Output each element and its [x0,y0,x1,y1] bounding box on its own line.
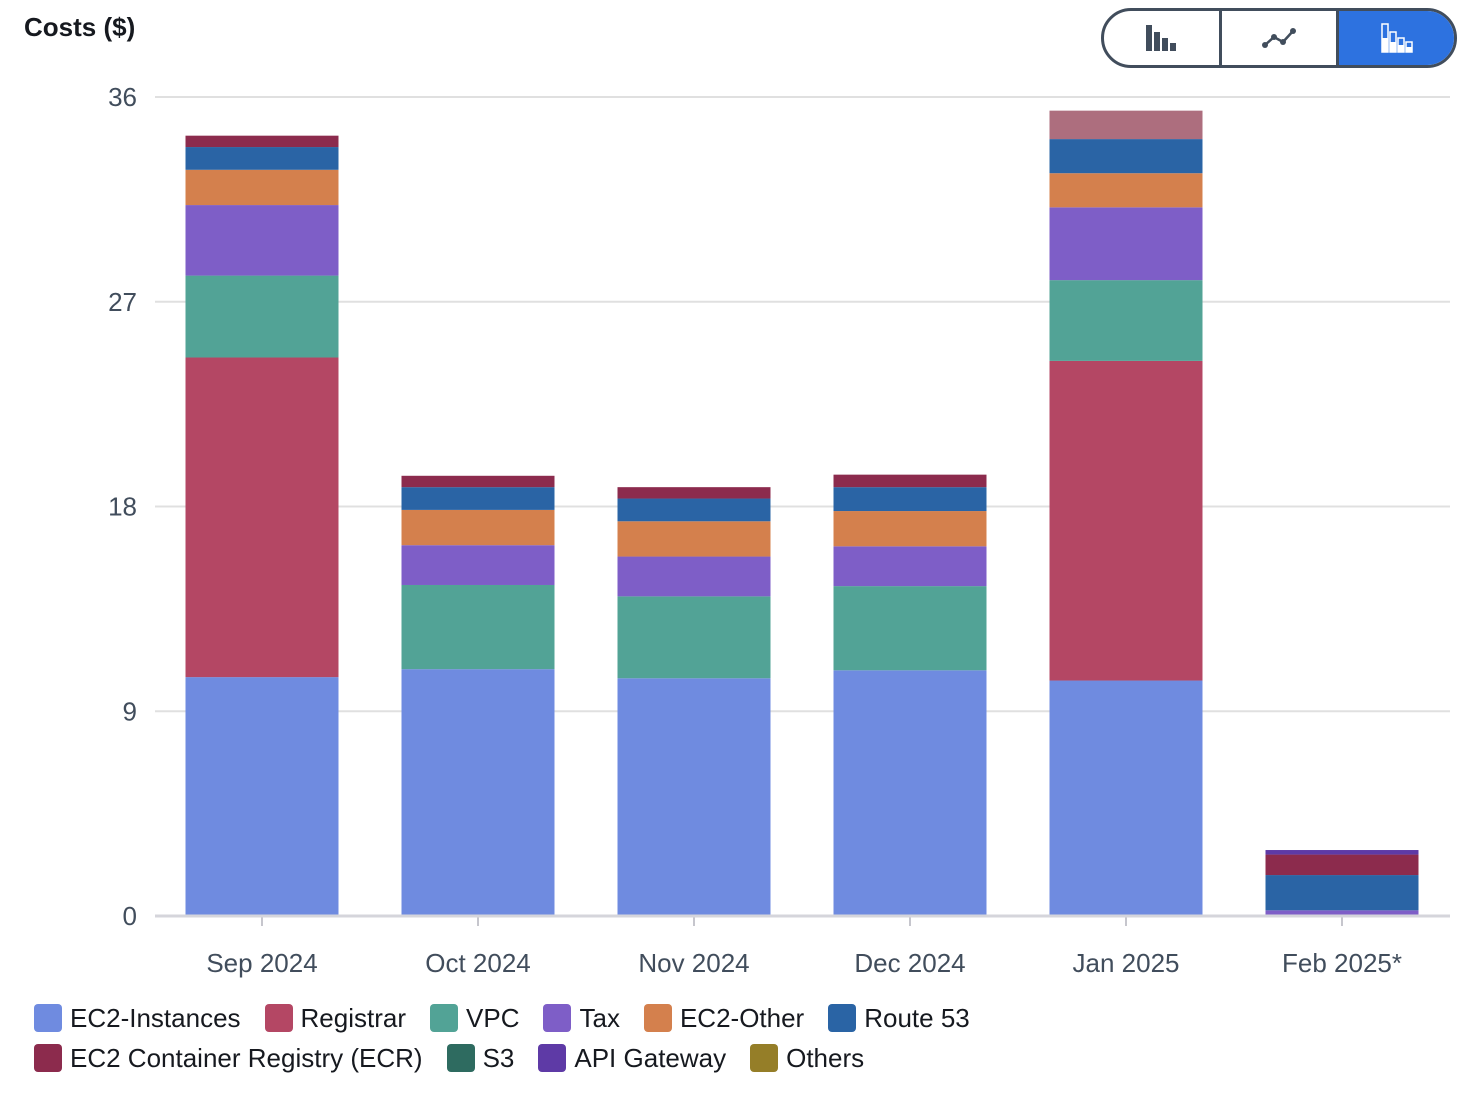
legend-swatch [446,1044,475,1072]
bar-segment [617,596,771,679]
legend-swatch [34,1044,62,1072]
bar-segment [185,357,339,678]
bar-segment [1049,280,1203,361]
bar-segment [833,511,987,547]
legend-label: EC2-Instances [70,1002,241,1033]
legend-swatch [828,1004,857,1032]
legend-item[interactable]: Others [750,1043,864,1074]
legend-item[interactable]: API Gateway [538,1043,726,1074]
bar-segment [1049,360,1203,681]
legend-row: EC2 Container Registry (ECR) S3 API Gatewa… [34,1038,1454,1078]
bar-segment [1265,875,1419,911]
bar-segment [833,474,987,488]
x-tick-label: Jan 2025 [1073,948,1180,978]
legend-item[interactable]: Route 53 [828,1003,970,1034]
bar-segment [1265,854,1419,876]
chart-title: Costs ($) [24,12,136,42]
bar-segment [185,135,339,148]
legend-item[interactable]: EC2 Container Registry (ECR) [34,1043,423,1074]
bar-segment [1265,850,1419,855]
bar-segment [401,669,555,916]
x-tick-label: Dec 2024 [854,948,965,978]
bar-segment [185,169,339,206]
bar-segment [1049,173,1203,208]
bar-segment [833,546,987,587]
bar-segment [1049,207,1203,281]
legend-swatch [430,1004,459,1032]
bar-segment-highlighted [1049,110,1203,140]
bar-segment [401,475,555,488]
bar-segment [401,584,555,670]
bar-segment [833,586,987,671]
y-tick-label: 18 [108,492,137,522]
x-tick-label: Feb 2025* [1282,948,1402,978]
chart-type-toggle [1101,8,1457,68]
bar-segment [185,677,339,916]
bar-segment [1049,139,1203,174]
bar-segment [185,147,339,170]
legend-swatch [543,1004,572,1032]
bar-segment [401,487,555,510]
bar-segment [185,205,339,276]
x-tick-label: Oct 2024 [425,948,531,978]
stacked-bar-view-button[interactable] [1339,11,1454,65]
legend-label: API Gateway [574,1042,727,1073]
grouped-bar-chart-icon [1146,25,1177,51]
bar-segment [617,556,771,597]
bar-segment [617,498,771,522]
legend-item[interactable]: VPC [430,1003,519,1034]
y-tick-label: 0 [123,901,137,931]
line-chart-icon [1262,28,1296,48]
x-tick-label: Sep 2024 [206,948,317,978]
legend-item[interactable]: Registrar [264,1002,407,1034]
x-tick-label: Nov 2024 [638,948,749,978]
legend-item[interactable]: S3 [446,1042,515,1074]
legend-swatch [750,1044,779,1072]
bar-segment [833,670,987,916]
legend-swatch [264,1004,293,1032]
y-tick-label: 9 [123,696,137,726]
grouped-bar-view-button[interactable] [1104,11,1222,65]
bar-segment [401,545,555,585]
legend-label: Registrar [300,1002,407,1033]
bar-segment [401,509,555,546]
bar-segment [1265,910,1419,916]
bar-segment [1049,680,1203,916]
y-tick-label: 27 [108,287,137,317]
bar-segment [617,678,771,916]
legend-row: EC2-Instances Registrar VPC Tax EC2-Other Rou… [34,998,1454,1038]
legend-label: Route 53 [864,1002,970,1033]
legend-item[interactable]: EC2-Other [643,1002,805,1034]
stacked-bar-chart-icon [1380,23,1413,53]
legend-label: Tax [579,1002,620,1033]
legend-swatch [538,1044,567,1072]
legend-item[interactable]: EC2-Instances [34,1003,241,1034]
legend-swatch [643,1004,672,1032]
legend-label: Others [786,1042,865,1073]
legend-label: EC2-Other [679,1002,805,1033]
bar-segment [185,275,339,358]
y-tick-label: 36 [108,82,137,112]
legend-label: S3 [482,1042,515,1073]
legend-label: VPC [466,1002,520,1033]
bar-segment [617,521,771,557]
bar-segment [833,487,987,512]
legend-item[interactable]: Tax [543,1002,620,1034]
chart-legend: EC2-Instances Registrar VPC Tax EC2-Other Rou… [34,998,1454,1078]
legend-label: EC2 Container Registry (ECR) [70,1042,423,1073]
stacked-bar-chart: 0 9 18 27 36 Sep 2024 Oct 2024 Nov 2024 Dec 2024… [108,82,1450,978]
bar-segment [617,487,771,499]
line-view-button[interactable] [1222,11,1340,65]
legend-swatch [34,1004,62,1032]
